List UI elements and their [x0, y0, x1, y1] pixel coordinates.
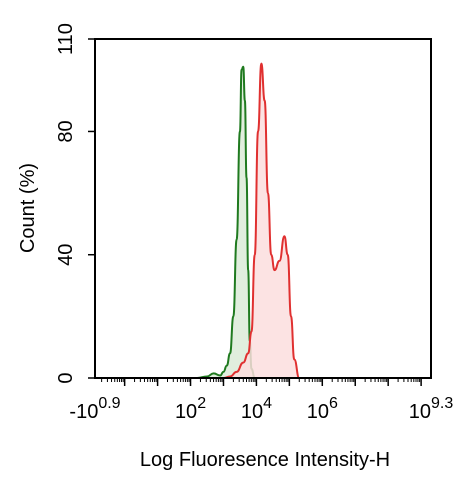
x-tick-label: 104: [241, 395, 272, 423]
series-1-area: [197, 66, 255, 379]
x-axis-label: Log Fluoresence Intensity-H: [140, 449, 390, 471]
y-tick-label: 40: [55, 244, 77, 266]
x-tick-label: 106: [307, 395, 338, 423]
series-1-line: [197, 65, 256, 379]
axes-layer: 0 40 80 110 -100.9 102 104 106 109.3: [55, 23, 453, 423]
y-tick-label: 110: [55, 23, 77, 55]
series-2-area: [223, 63, 300, 379]
plot-frame: [94, 38, 432, 379]
y-tick-label: 0: [55, 372, 77, 383]
y-axis-label: Count (%): [17, 163, 39, 253]
series-2-line: [223, 62, 301, 379]
series-layer: [197, 62, 301, 379]
y-tick-label: 80: [55, 120, 77, 142]
x-tick-label: 102: [175, 395, 206, 423]
x-tick-label: 109.3: [409, 395, 454, 423]
x-tick-label: -100.9: [69, 395, 120, 423]
